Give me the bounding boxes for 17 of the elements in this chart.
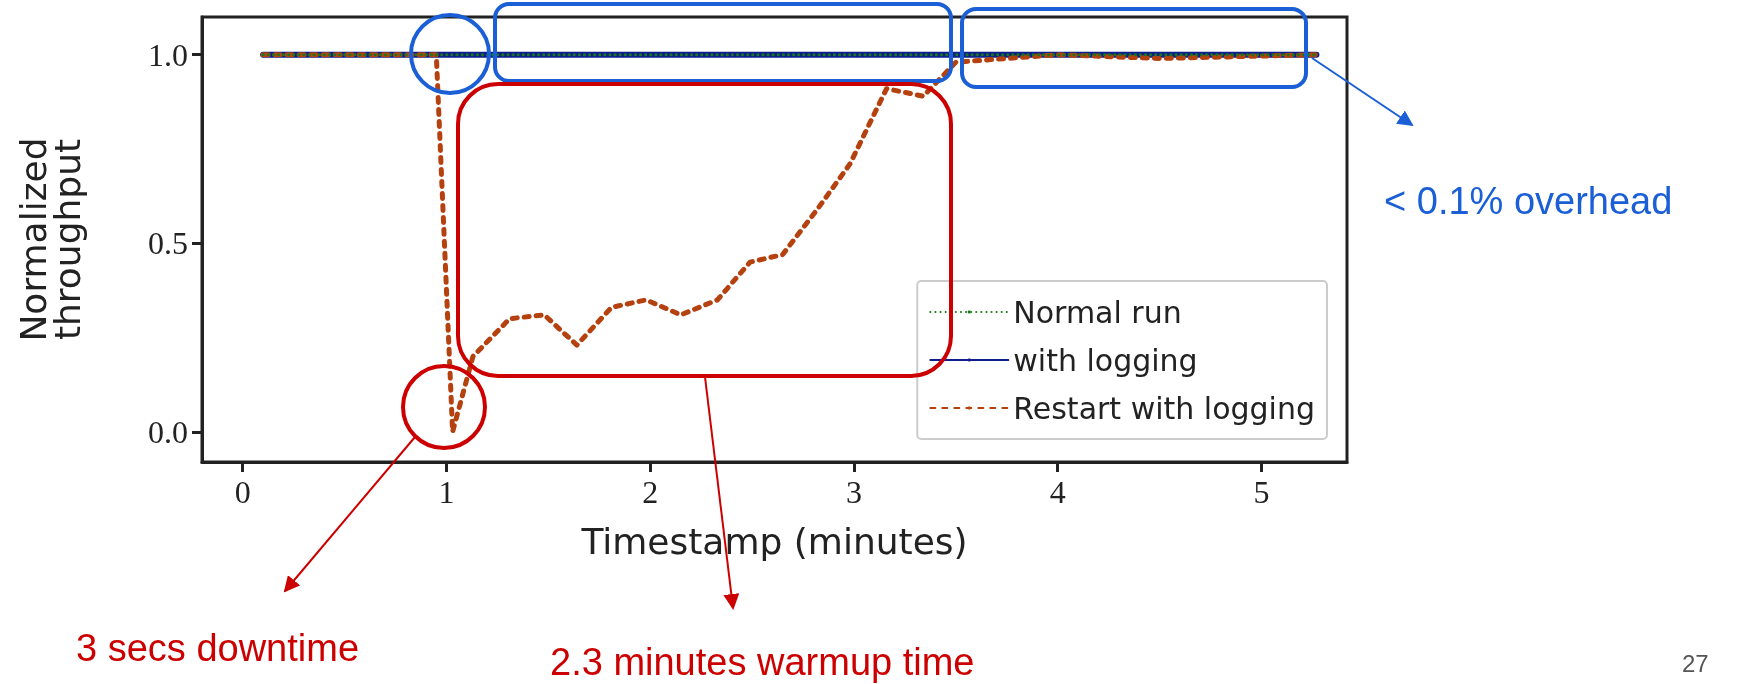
x-tick-label: 4 — [1049, 474, 1066, 510]
text: < 0.1% overhead — [1384, 180, 1673, 222]
x-tick-label: 3 — [845, 474, 862, 510]
x-tick-label: 2 — [642, 474, 659, 510]
x-tick-label: 0 — [234, 474, 251, 510]
legend-label: Normal run — [1013, 294, 1182, 330]
text: 27 — [1682, 650, 1709, 677]
x-tick-label: 5 — [1253, 474, 1270, 510]
y-axis-title: Normalized throughput — [12, 137, 88, 342]
y-tick-label: 0.0 — [148, 413, 188, 450]
text: 3 secs downtime — [76, 627, 360, 669]
legend-label: with logging — [1013, 342, 1198, 378]
text: 2.3 minutes warmup time — [550, 641, 975, 683]
x-tick-label: 1 — [438, 474, 455, 510]
y-tick-label: 1.0 — [148, 36, 188, 73]
legend-label: Restart with logging — [1013, 390, 1315, 426]
y-tick-label: 0.5 — [148, 225, 188, 262]
